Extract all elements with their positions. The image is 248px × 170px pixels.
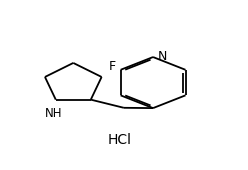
Text: F: F [109, 60, 116, 73]
Text: NH: NH [45, 107, 62, 120]
Text: N: N [158, 50, 167, 63]
Text: HCl: HCl [107, 133, 131, 147]
